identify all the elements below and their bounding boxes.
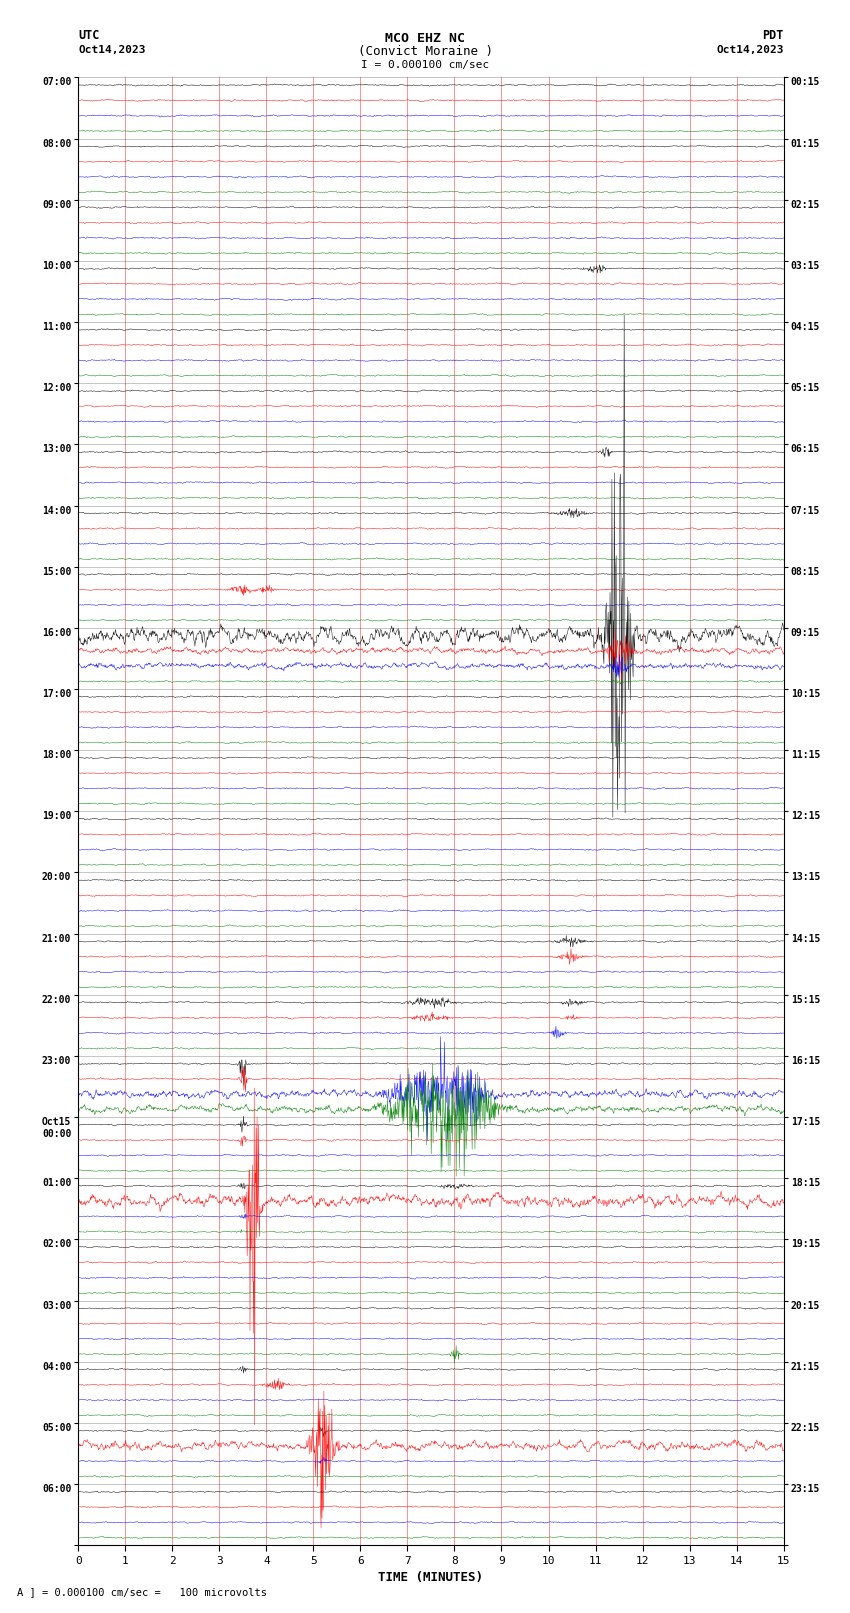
Text: A ] = 0.000100 cm/sec =   100 microvolts: A ] = 0.000100 cm/sec = 100 microvolts xyxy=(17,1587,267,1597)
Text: Oct14,2023: Oct14,2023 xyxy=(717,45,784,55)
Text: Oct14,2023: Oct14,2023 xyxy=(78,45,145,55)
X-axis label: TIME (MINUTES): TIME (MINUTES) xyxy=(378,1571,484,1584)
Text: UTC: UTC xyxy=(78,29,99,42)
Text: PDT: PDT xyxy=(762,29,784,42)
Text: MCO EHZ NC: MCO EHZ NC xyxy=(385,32,465,45)
Text: I = 0.000100 cm/sec: I = 0.000100 cm/sec xyxy=(361,60,489,69)
Text: (Convict Moraine ): (Convict Moraine ) xyxy=(358,45,492,58)
